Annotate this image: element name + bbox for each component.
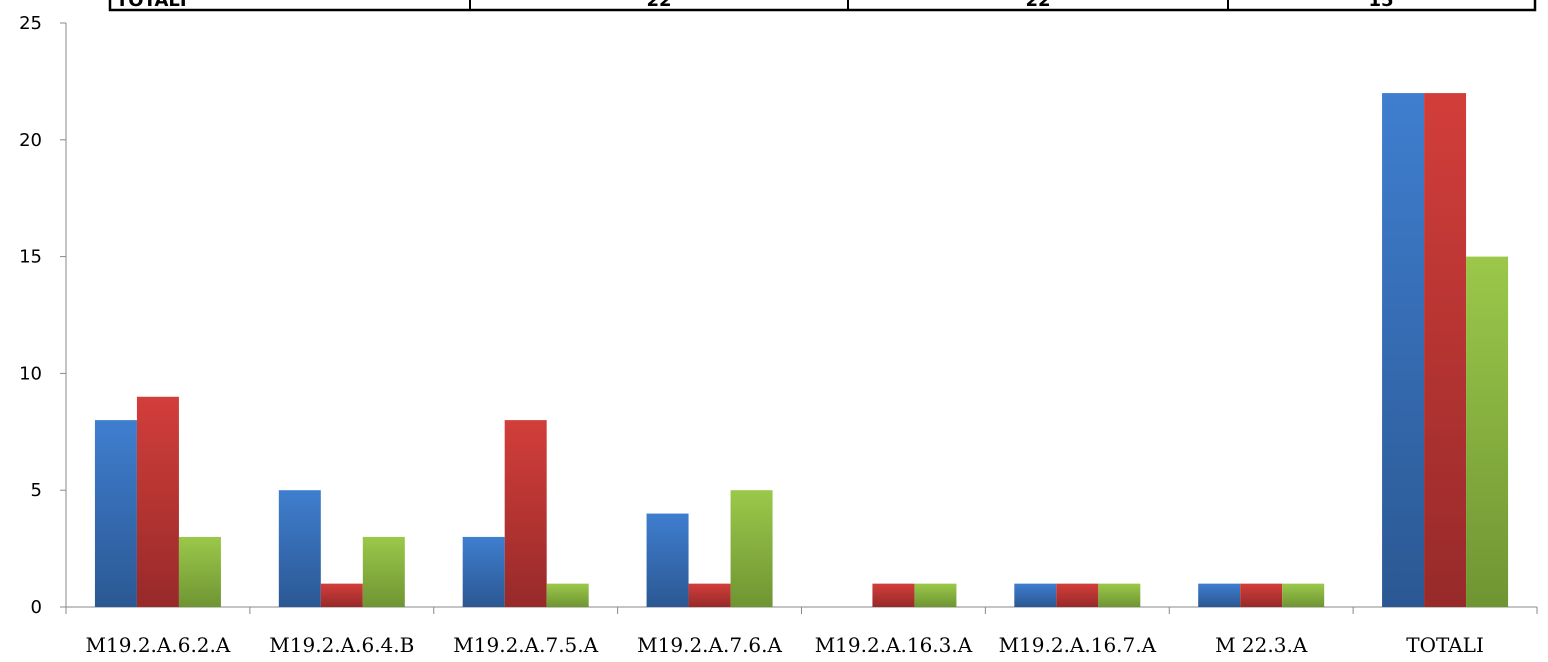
x-tick-labels: M19.2.A.6.2.A M19.2.A.6.4.B M19.2.A.7.5.A M… [86, 633, 1484, 657]
table-cell-value: 22 [1025, 0, 1050, 11]
bar-series-3 [546, 583, 589, 607]
x-tick-label: M 22.3.A [1215, 633, 1308, 657]
y-tick-label: 0 [31, 597, 42, 618]
bar-series-1 [278, 490, 321, 607]
table-cell-value: 22 [646, 0, 671, 11]
table-cell-value: 15 [1368, 0, 1393, 11]
bars [94, 93, 1509, 607]
bar-series-3 [914, 583, 957, 607]
bar-series-1 [1382, 93, 1425, 607]
bar-series-2 [136, 396, 179, 607]
x-tick-label: TOTALI [1406, 633, 1484, 657]
bar-series-2 [688, 583, 731, 607]
bar-series-3 [1282, 583, 1325, 607]
bar-series-1 [646, 513, 689, 607]
bar-series-2 [320, 583, 363, 607]
bar-series-3 [730, 490, 773, 607]
x-tick-label: M19.2.A.16.3.A [815, 633, 973, 657]
table-border [108, 0, 1537, 12]
y-tick-label: 25 [19, 13, 42, 34]
bar-series-1 [462, 536, 505, 607]
x-tick-label: M19.2.A.6.2.A [86, 633, 231, 657]
y-tick-label: 10 [19, 363, 42, 384]
bar-series-1 [1014, 583, 1057, 607]
x-tick-label: M19.2.A.7.6.A [637, 633, 782, 657]
bar-series-2 [1424, 93, 1467, 607]
table-cell-label: TOTALI [116, 0, 187, 11]
bar-series-3 [1098, 583, 1141, 607]
x-tick-label: M19.2.A.7.5.A [453, 633, 598, 657]
y-tick-label: 15 [19, 247, 42, 268]
bar-series-2 [1240, 583, 1283, 607]
bar-series-3 [1466, 256, 1509, 607]
y-tick-label: 20 [19, 130, 42, 151]
x-tick-label: M19.2.A.6.4.B [269, 633, 414, 657]
bar-series-3 [178, 536, 221, 607]
x-tick-label: M19.2.A.16.7.A [999, 633, 1157, 657]
bar-series-1 [1198, 583, 1241, 607]
bar-series-2 [872, 583, 915, 607]
bar-series-2 [1056, 583, 1099, 607]
y-axis: 0 5 10 15 20 25 [19, 13, 67, 618]
bar-series-2 [504, 420, 547, 607]
table-fragment: TOTALI 22 22 15 [108, 0, 1537, 12]
bar-series-1 [94, 420, 137, 607]
x-axis [65, 606, 1538, 614]
bar-series-3 [362, 536, 405, 607]
y-tick-label: 5 [31, 480, 42, 501]
